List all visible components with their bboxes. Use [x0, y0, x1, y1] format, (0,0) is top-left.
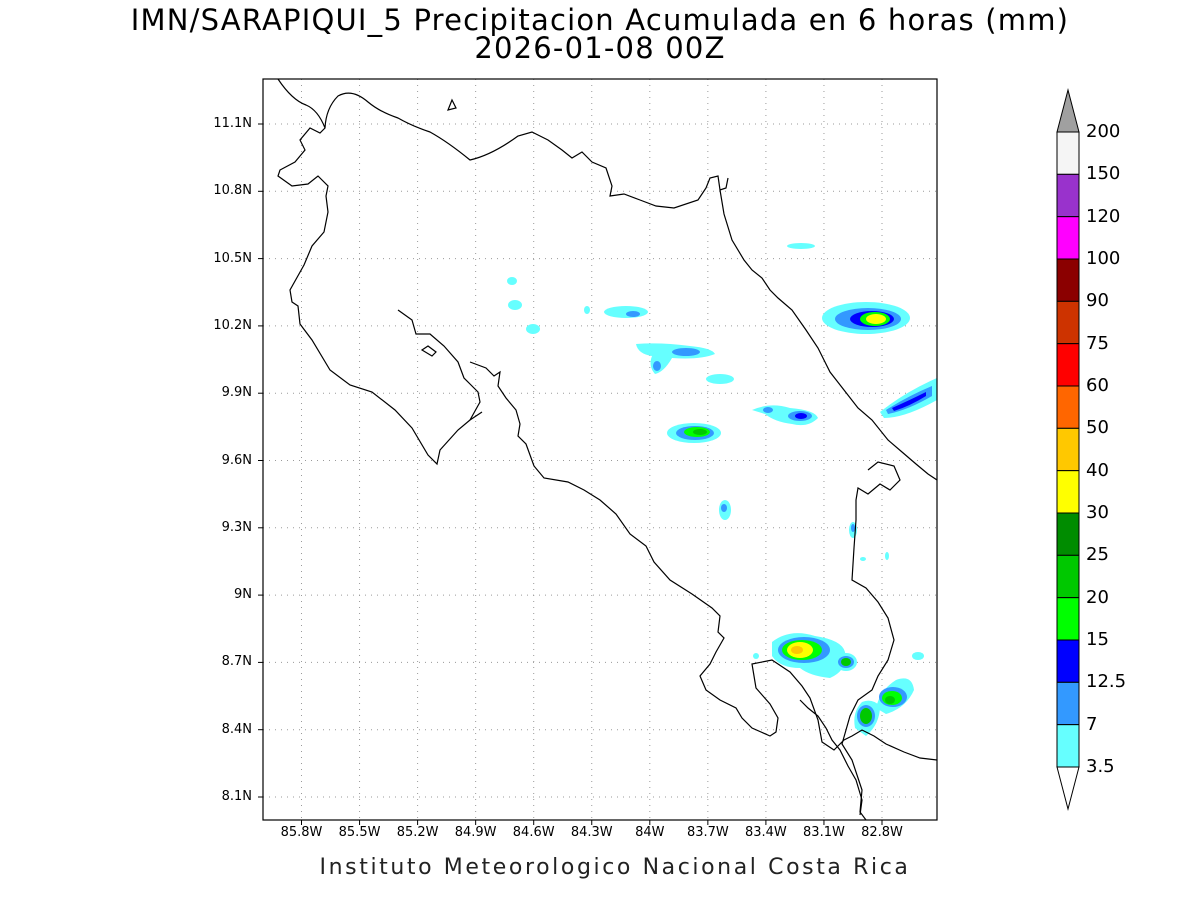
- legend-level-label: 120: [1086, 205, 1121, 227]
- caribbean-coast: [719, 189, 937, 481]
- legend-swatch: [1056, 554, 1080, 599]
- legend-top-arrow: [1056, 88, 1080, 133]
- legend-level-label: 200: [1086, 121, 1121, 142]
- lat-tick-label: 9.9N: [221, 385, 252, 401]
- legend-level-label: 150: [1086, 163, 1121, 185]
- precip-cell: [787, 243, 815, 249]
- lon-tick-label: 83.1W: [803, 825, 845, 840]
- legend-swatch: [1056, 681, 1080, 726]
- precip-cell: [526, 324, 540, 334]
- color-legend-bar: [1056, 88, 1080, 811]
- map-frame: [262, 78, 938, 821]
- precip-cell: [912, 652, 924, 660]
- legend-swatch: [1056, 343, 1080, 387]
- legend-swatch: [1056, 470, 1080, 514]
- northern-border-and-coast: [277, 79, 729, 466]
- nicoya-coast: [397, 309, 481, 421]
- lon-tick-label: 85.5W: [338, 825, 381, 840]
- legend-level-label: 50: [1086, 417, 1109, 439]
- precip-cell: [866, 314, 886, 324]
- lon-tick-label: 83.4W: [744, 825, 787, 840]
- precip-cell: [706, 374, 734, 384]
- lon-tick-label: 84W: [635, 825, 665, 840]
- legend-level-label: 25: [1086, 544, 1109, 566]
- legend-level-label: 60: [1086, 375, 1109, 396]
- legend-swatch: [1056, 173, 1080, 218]
- legend-level-label: 40: [1086, 459, 1109, 481]
- lon-tick-label: 85.2W: [396, 825, 439, 840]
- precip-cell: [721, 504, 727, 512]
- legend-level-label: 20: [1086, 586, 1109, 608]
- precip-cell: [860, 708, 872, 724]
- precip-cell: [693, 429, 707, 435]
- legend-level-label: 75: [1086, 332, 1109, 354]
- precip-cell: [851, 524, 855, 532]
- legend-level-label: 100: [1086, 248, 1121, 269]
- precip-cell: [653, 361, 661, 371]
- legend-bottom-arrow: [1056, 766, 1080, 811]
- lat-tick-label: 10.2N: [213, 317, 252, 333]
- lat-tick-label: 11.1N: [213, 116, 252, 131]
- legend-swatch: [1056, 639, 1080, 683]
- lat-tick-label: 9.3N: [221, 519, 252, 535]
- pacific-coast: [469, 361, 937, 761]
- precip-cell: [892, 392, 926, 411]
- legend-level-label: 12.5: [1086, 671, 1127, 693]
- precip-cell: [604, 306, 648, 318]
- lon-tick-label: 84.3W: [570, 825, 613, 840]
- precip-cell: [885, 552, 889, 560]
- precip-cell: [507, 277, 517, 285]
- legend-swatch: [1056, 427, 1080, 472]
- panama-border: [841, 461, 901, 820]
- legend-swatch: [1056, 385, 1080, 429]
- precipitation-field: [507, 243, 937, 736]
- lon-tick-label: 83.7W: [686, 825, 729, 840]
- precip-cell: [791, 646, 803, 654]
- legend-level-label: 15: [1086, 629, 1109, 650]
- coastlines-and-borders: [277, 79, 937, 820]
- lat-tick-label: 8.1N: [221, 789, 252, 804]
- osa-peninsula: [799, 699, 863, 816]
- lat-tick-label: 10.5N: [213, 250, 252, 266]
- legend-level-label: 30: [1086, 502, 1109, 523]
- precip-cell: [626, 311, 640, 317]
- precip-cell: [753, 653, 759, 659]
- legend-swatch: [1056, 512, 1080, 556]
- precip-cell: [763, 407, 773, 413]
- legend-swatch: [1056, 216, 1080, 260]
- legend-level-label: 3.5: [1086, 756, 1115, 777]
- lon-tick-label: 85.8W: [280, 825, 323, 840]
- lon-tick-label: 84.6W: [512, 825, 555, 840]
- legend-level-label: 7: [1086, 713, 1098, 735]
- precip-cell: [636, 343, 715, 374]
- lon-tick-label: 82.8W: [861, 825, 903, 840]
- lat-tick-label: 10.8N: [213, 183, 252, 199]
- precip-cell: [672, 348, 700, 356]
- lat-tick-label: 8.4N: [221, 721, 252, 737]
- footer-credit: Instituto Meteorologico Nacional Costa R…: [319, 855, 911, 880]
- precip-cell: [584, 306, 590, 314]
- lat-tick-label: 9N: [234, 587, 252, 603]
- map-gridlines: [263, 79, 937, 820]
- lat-tick-label: 8.7N: [221, 654, 252, 670]
- lake-nicaragua-islet: [447, 98, 457, 111]
- precip-cell: [508, 300, 522, 310]
- legend-swatch: [1056, 300, 1080, 345]
- legend-swatch: [1056, 258, 1080, 302]
- chart-subtitle: 2026-01-08 00Z: [474, 31, 726, 65]
- precip-cell: [860, 557, 866, 561]
- chart-title: IMN/SARAPIQUI_5 Precipitacion Acumulada …: [130, 3, 1070, 37]
- lon-tick-label: 84.9W: [454, 825, 497, 840]
- lat-tick-label: 9.6N: [221, 452, 252, 468]
- legend-swatch: [1056, 724, 1080, 768]
- precip-cell: [795, 413, 807, 419]
- precip-cell: [841, 658, 851, 666]
- precip-cell: [885, 696, 895, 704]
- legend-level-label: 90: [1086, 290, 1109, 312]
- axis-ticks: [258, 123, 883, 825]
- legend-swatch: [1056, 597, 1080, 641]
- legend-swatch: [1056, 131, 1080, 175]
